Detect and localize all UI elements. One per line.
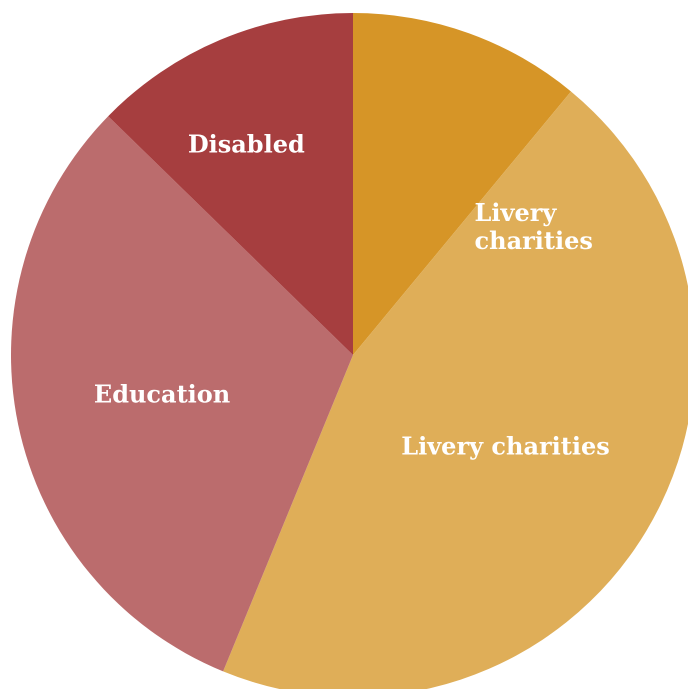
pie-slice-label-2: Education <box>94 380 230 409</box>
pie-slice-label-line: Livery <box>475 198 558 227</box>
pie-slice-label-line: Education <box>94 380 230 409</box>
pie-slice-1 <box>223 91 688 689</box>
pie-slice-label-line: Disabled <box>188 130 305 159</box>
pie-slice-label-line: charities <box>475 226 593 255</box>
pie-slice-2 <box>11 116 353 672</box>
pie-slices <box>11 13 688 689</box>
pie-slice-label-line: Livery charities <box>401 432 610 461</box>
pie-slice-label-0: Livery charities <box>475 198 593 255</box>
pie-slice-3 <box>108 13 354 355</box>
pie-slice-0 <box>353 13 571 355</box>
pie-slice-label-3: Disabled <box>188 130 305 159</box>
pie-slice-label-1: Livery charities <box>401 432 610 461</box>
